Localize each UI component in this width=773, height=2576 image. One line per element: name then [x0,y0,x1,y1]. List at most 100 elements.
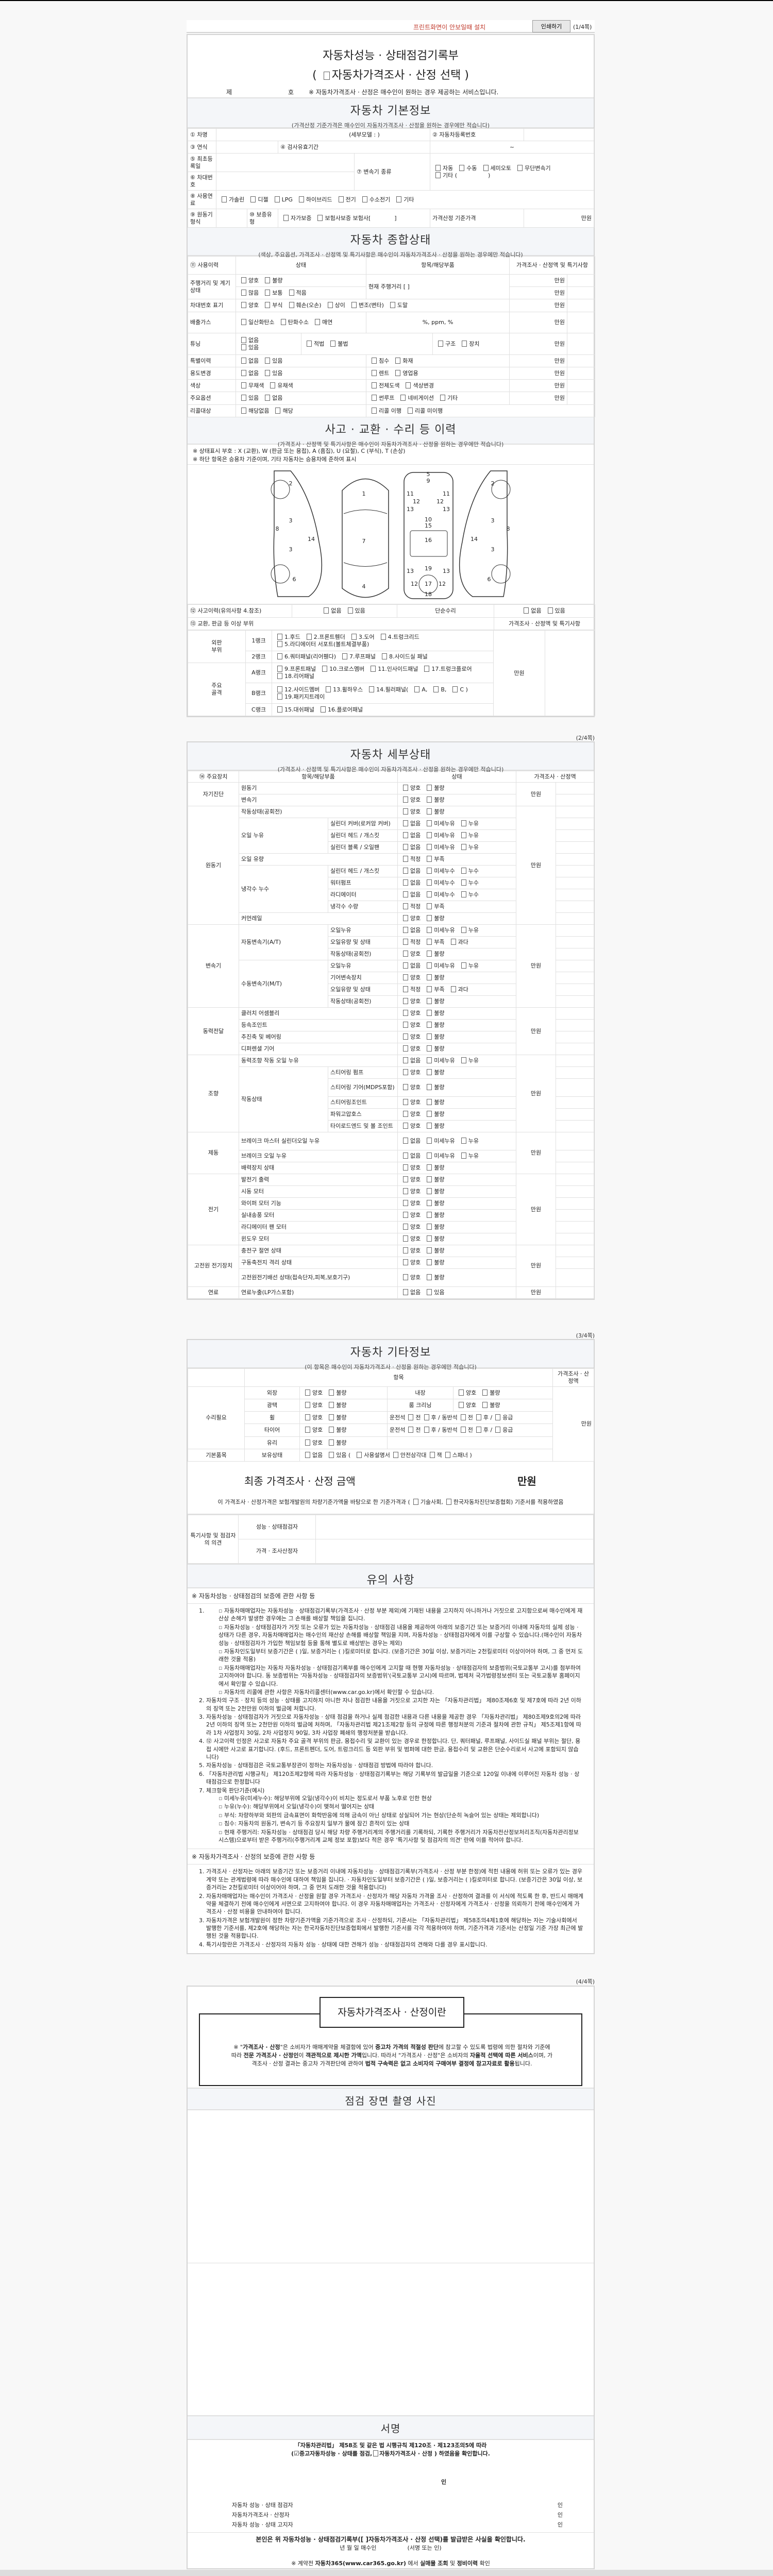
checkbox[interactable] [280,319,286,326]
checkbox[interactable] [427,808,432,815]
price-field[interactable] [556,1007,594,1020]
checkbox-option[interactable]: 양호 [302,1414,323,1421]
checkbox[interactable] [403,1274,408,1281]
install-link[interactable]: 프린트화면이 안보일때 설치 [413,24,486,31]
price-field[interactable] [556,865,594,877]
checkbox-option[interactable]: 불량 [326,1427,347,1434]
checkbox-option[interactable]: 없음 [400,820,421,827]
checkbox-option[interactable]: 양호 [302,1427,323,1434]
checkbox-option[interactable]: 불량 [479,1401,500,1409]
checkbox-option[interactable]: 양호 [400,1022,421,1029]
price-field[interactable] [556,1132,594,1150]
price-field[interactable] [556,1233,594,1245]
checkbox[interactable] [265,369,271,376]
checkbox-option[interactable]: 있음 [238,344,259,351]
checkbox[interactable] [476,1427,481,1433]
price-field[interactable] [556,1150,594,1162]
price-field[interactable] [556,1019,594,1031]
checkbox[interactable] [326,686,331,692]
checkbox[interactable] [305,1451,310,1458]
checkbox-option[interactable]: 적법 [304,340,324,348]
checkbox[interactable] [403,998,408,1005]
checkbox-option[interactable]: 양호 [400,1010,421,1017]
price-field[interactable] [556,1108,594,1121]
checkbox-option[interactable]: 없음 [400,1289,421,1296]
checkbox-option[interactable]: 없음 [400,1138,421,1145]
checkbox-option[interactable]: 양호 [400,1235,421,1243]
price-field[interactable] [556,948,594,960]
checkbox-option[interactable]: 장치 [459,340,480,348]
checkbox-option[interactable]: 불량 [424,951,445,958]
checkbox-option[interactable]: 보험사보증 보험사[ [314,214,371,222]
sign-hint[interactable]: (서명 또는 인) [407,2545,442,2551]
checkbox-option[interactable]: 불량 [424,998,445,1005]
checkbox[interactable] [329,1401,334,1408]
checkbox[interactable] [461,832,466,839]
checkbox[interactable] [380,633,386,640]
checkbox[interactable] [495,1427,501,1433]
checkbox-option[interactable]: 없음 [400,927,421,934]
checkbox-option[interactable]: 부식 [262,302,283,309]
checkbox-option[interactable]: 불량 [424,1022,445,1029]
checkbox[interactable] [403,1247,408,1254]
checkbox[interactable] [357,1451,362,1458]
checkbox-option[interactable]: 상이 [325,302,345,309]
checkbox[interactable] [427,1138,432,1144]
price-field[interactable] [556,995,594,1008]
checkbox[interactable] [241,369,246,376]
checkbox-option[interactable]: 4.트렁크리드 [378,633,419,641]
checkbox-option[interactable]: 불량 [424,1045,445,1053]
checkbox[interactable] [427,891,432,898]
checkbox[interactable] [424,666,430,672]
checkbox-option[interactable]: 불량 [326,1439,347,1447]
checkbox[interactable] [452,686,458,692]
checkbox-option[interactable]: 기타 [393,196,414,204]
checkbox[interactable] [413,1499,418,1505]
checkbox[interactable] [435,164,441,171]
checkbox-option[interactable]: 5.라디에이터 서포트(볼트체결부품) [274,640,369,648]
checkbox[interactable] [373,2450,379,2456]
checkbox[interactable] [427,1045,432,1052]
checkbox-option[interactable]: 부족 [424,856,445,863]
checkbox[interactable] [275,407,281,414]
checkbox[interactable] [400,395,406,401]
checkbox[interactable] [305,1389,310,1396]
price-field[interactable] [556,912,594,925]
checkbox[interactable] [406,382,411,388]
checkbox[interactable] [277,666,282,672]
checkbox[interactable] [427,1274,432,1281]
checkbox[interactable] [329,1414,334,1420]
checkbox[interactable] [427,1200,432,1207]
checkbox-option[interactable]: 불량 [424,1212,445,1219]
checkbox[interactable] [427,1259,432,1266]
checkbox[interactable] [476,1414,481,1420]
checkbox-option[interactable]: LPG [272,196,293,204]
checkbox[interactable] [446,1499,451,1505]
checkbox[interactable] [371,666,376,672]
checkbox[interactable] [427,856,432,862]
checkbox[interactable] [403,1057,408,1064]
checkbox-option[interactable]: 양호 [400,785,421,792]
checkbox-option[interactable]: 리콜 미이행 [405,407,443,415]
checkbox-option[interactable]: 없음 [400,962,421,970]
checkbox[interactable] [461,820,466,827]
checkbox-option[interactable]: 자동 [432,164,453,172]
checkbox-option[interactable]: 없음 [238,369,259,377]
checkbox-option[interactable]: 네비게이션 [397,395,434,402]
checkbox-option[interactable]: 없음 [400,891,421,899]
checkbox[interactable] [330,340,336,347]
checkbox[interactable] [427,1247,432,1254]
checkbox[interactable] [351,633,357,640]
price-field[interactable] [556,794,594,806]
checkbox[interactable] [403,1138,408,1144]
checkbox-option[interactable]: 불량 [424,1111,445,1118]
price-field[interactable] [556,936,594,948]
checkbox-option[interactable]: 미세누유 [424,1057,455,1064]
year-field[interactable] [216,141,278,154]
checkbox[interactable] [427,1224,432,1230]
checkbox-option[interactable]: 8.사이드실 패널 [379,653,428,660]
checkbox[interactable] [403,1010,408,1016]
checkbox-option[interactable]: 침수 [368,357,389,365]
price-field[interactable] [556,1096,594,1109]
checkbox-option[interactable]: 불량 [424,808,445,816]
